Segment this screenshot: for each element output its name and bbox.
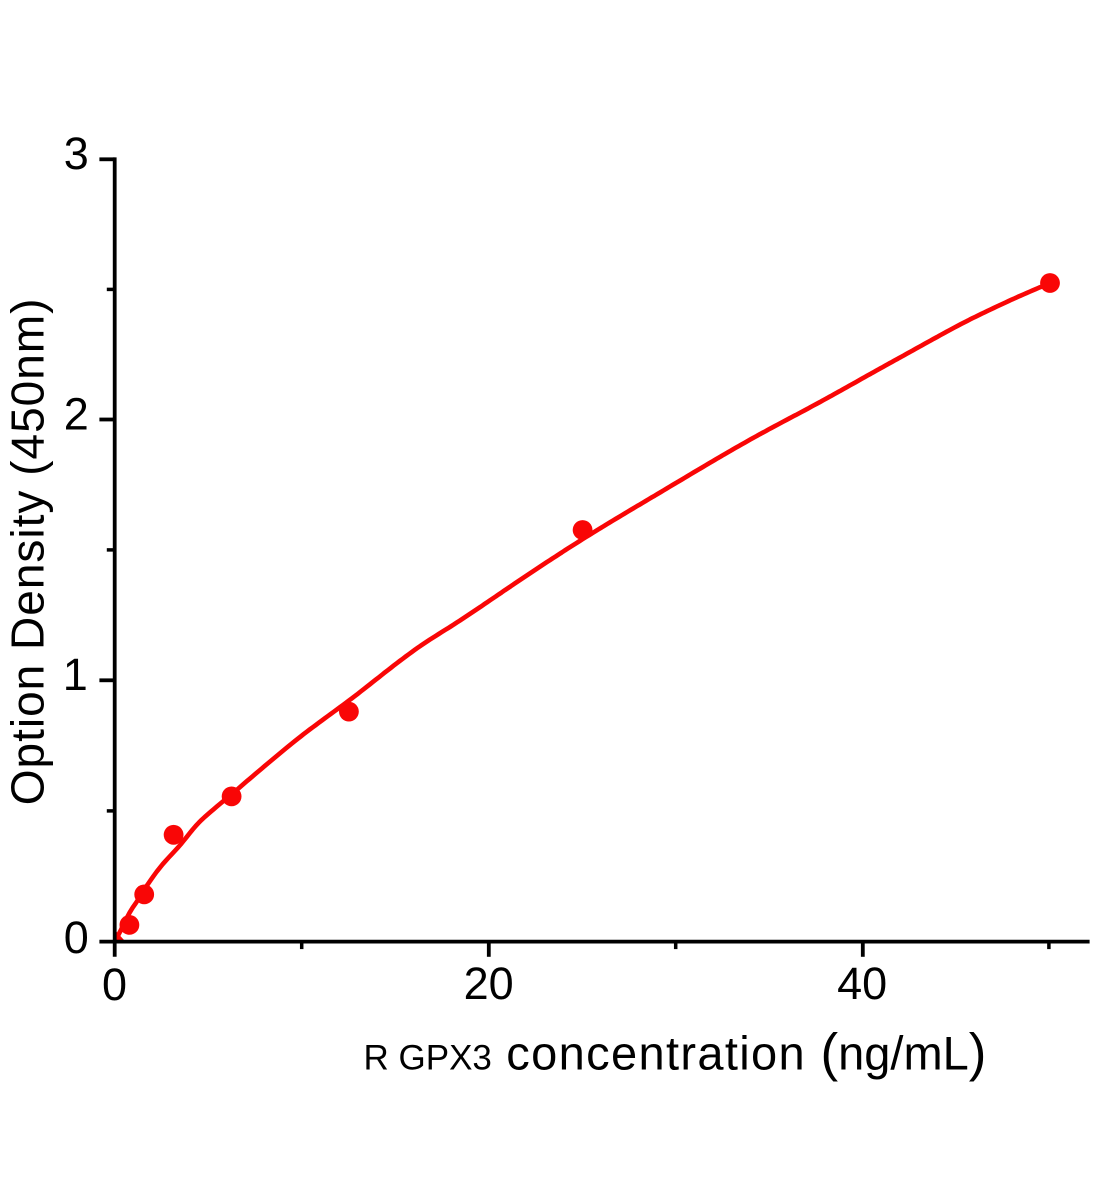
svg-text:Option Density (450nm): Option Density (450nm) <box>2 298 54 806</box>
svg-text:0: 0 <box>64 912 89 963</box>
svg-text:3: 3 <box>64 128 89 179</box>
svg-text:20: 20 <box>464 958 514 1009</box>
svg-text:0: 0 <box>102 959 127 1010</box>
svg-text:R GPX3 concentration (ng/mL): R GPX3 concentration (ng/mL) <box>364 1024 987 1083</box>
svg-text:2: 2 <box>64 389 89 440</box>
svg-text:40: 40 <box>837 958 887 1009</box>
svg-text:1: 1 <box>63 649 88 700</box>
